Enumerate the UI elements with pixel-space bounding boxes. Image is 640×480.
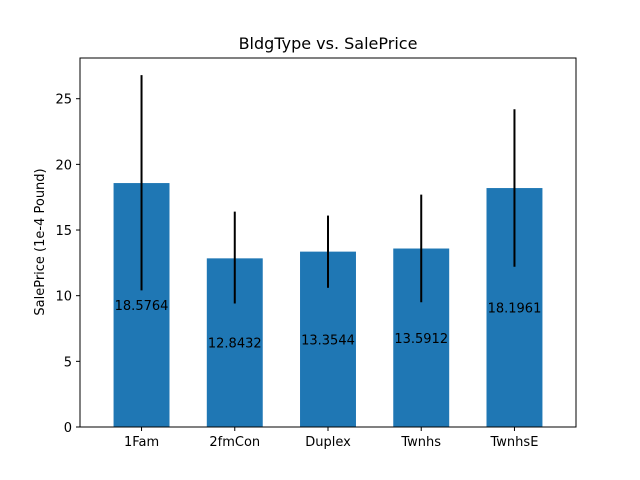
data-label-Duplex: 13.3544 [301, 333, 355, 348]
data-labels-group: 18.5764 12.8432 13.3544 13.5912 18.1961 [115, 299, 542, 352]
x-axis: 1Fam 2fmCon Duplex Twnhs TwnhsE [124, 427, 538, 450]
y-tick-label-20: 20 [55, 158, 72, 173]
x-tick-label-Duplex: Duplex [305, 435, 351, 450]
y-tick-label-25: 25 [55, 93, 72, 108]
x-tick-label-Twnhs: Twnhs [400, 435, 441, 450]
x-tick-label-2fmCon: 2fmCon [209, 435, 260, 450]
chart-title: BldgType vs. SalePrice [239, 34, 418, 53]
y-tick-label-0: 0 [64, 421, 72, 436]
x-tick-label-TwnhsE: TwnhsE [490, 435, 539, 450]
plot-frame [79, 57, 577, 428]
y-axis-label: SalePrice (1e-4 Pound) [33, 168, 48, 315]
y-tick-label-5: 5 [64, 355, 72, 370]
y-axis: 0 5 10 15 20 25 [55, 93, 80, 436]
y-tick-label-15: 15 [55, 224, 72, 239]
y-tick-label-10: 10 [55, 290, 72, 305]
data-label-TwnhsE: 18.1961 [488, 302, 542, 317]
data-label-2fmCon: 12.8432 [208, 337, 262, 352]
data-label-1Fam: 18.5764 [115, 299, 169, 314]
data-label-Twnhs: 13.5912 [394, 332, 448, 347]
error-bars-group [140, 75, 516, 304]
x-tick-label-1Fam: 1Fam [124, 435, 159, 450]
